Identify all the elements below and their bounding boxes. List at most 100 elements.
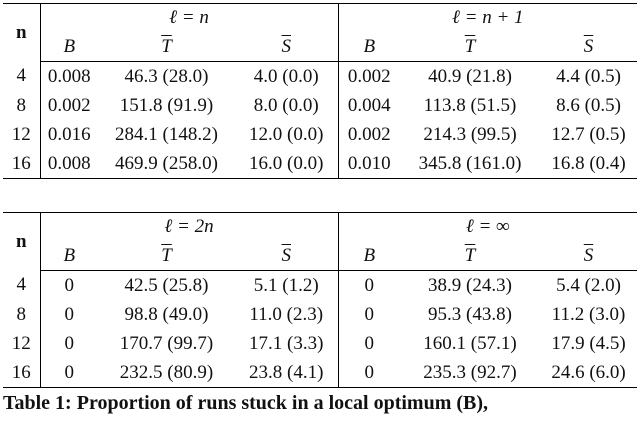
cell: 469.9 (258.0) xyxy=(98,149,235,179)
cell: 160.1 (57.1) xyxy=(423,332,517,354)
cell: 0 xyxy=(338,358,400,388)
cell: 4 xyxy=(3,61,41,91)
column-symbol: B xyxy=(63,244,76,266)
cell: 11.0 (2.3) xyxy=(235,300,339,329)
cell: 0.008 xyxy=(40,149,98,179)
group-header: ℓ = 2n xyxy=(40,212,339,241)
data-row: 16 0 232.5 (80.9) 23.8 (4.1) 0 235.3 (92.7) 24… xyxy=(3,358,638,388)
data-row: 8 0 98.8 (49.0) 11.0 (2.3) 0 95.3 (43.8) 11.2 … xyxy=(3,300,637,329)
column-symbol: B xyxy=(363,35,376,57)
cell: 12 xyxy=(3,329,41,358)
cell: 0 xyxy=(364,332,375,354)
column-symbol: S xyxy=(583,244,594,266)
column-symbol: B xyxy=(363,244,376,266)
column-header: T xyxy=(98,32,235,62)
cell: 16 xyxy=(3,149,41,179)
cell: 0 xyxy=(40,358,98,388)
data-row: 4 0 42.5 (25.8) 5.1 (1.2) 0 38.9 (24.3) 5.4 (2… xyxy=(3,270,637,300)
data-row: 16 0.008 469.9 (258.0) 16.0 (0.0) 0.010 345.8… xyxy=(3,149,638,179)
column-header: T xyxy=(98,241,235,271)
cell: 16.8 (0.4) xyxy=(540,149,638,179)
cell: 17.1 (3.3) xyxy=(235,329,339,358)
column-header: n xyxy=(3,3,41,62)
cell: 42.5 (25.8) xyxy=(124,274,209,296)
cell: 0 xyxy=(364,303,375,325)
group-header: ℓ = ∞ xyxy=(338,212,638,241)
cell: 0 xyxy=(64,274,75,296)
column-symbol: T xyxy=(464,35,476,57)
column-header: S xyxy=(540,32,638,62)
cell: 214.3 (99.5) xyxy=(423,123,517,145)
cell: 5.4 (2.0) xyxy=(556,274,621,296)
cell: 23.8 (4.1) xyxy=(235,358,339,388)
group-header: ℓ = n xyxy=(40,3,339,32)
table-body: 4 0.008 46.3 (28.0) 4.0 (0.0) 0.002 40.9 (21.… xyxy=(3,61,638,179)
column-header: T xyxy=(400,32,541,62)
cell: 0.010 xyxy=(338,149,401,179)
column-header: B xyxy=(338,32,401,62)
column-symbol: T xyxy=(161,35,172,57)
data-row: 12 0.016 284.1 (148.2) 12.0 (0.0) 0.002 214.3… xyxy=(3,120,637,149)
cell: 12 xyxy=(3,120,41,149)
cell: 12.7 (0.5) xyxy=(551,123,626,145)
cell: 8 xyxy=(3,300,41,329)
cell: 98.8 (49.0) xyxy=(124,303,209,325)
column-symbol: B xyxy=(63,35,76,57)
column-header: B xyxy=(40,241,98,271)
data-row: 4 0.008 46.3 (28.0) 4.0 (0.0) 0.002 40.9 (21.… xyxy=(3,61,637,91)
cell: 0.008 xyxy=(47,65,91,87)
column-symbol: S xyxy=(281,244,292,266)
column-header: S xyxy=(540,241,638,271)
column-symbol: T xyxy=(464,244,476,266)
cell: 16 xyxy=(3,358,41,388)
cell: 4.4 (0.5) xyxy=(556,65,621,87)
column-symbol: S xyxy=(281,35,292,57)
cell: 0 xyxy=(64,332,75,354)
cell: 12.0 (0.0) xyxy=(235,120,339,149)
cell: 0.004 xyxy=(347,94,391,116)
column-symbol: S xyxy=(583,35,594,57)
caption: Table 1: Proportion of runs stuck in a l… xyxy=(3,392,489,414)
column-header: n xyxy=(3,212,41,271)
column-header: B xyxy=(40,32,98,62)
cell: 8 xyxy=(3,91,41,120)
cell: 0.002 xyxy=(47,94,91,116)
table-body: 4 0 42.5 (25.8) 5.1 (1.2) 0 38.9 (24.3) 5.4 (2… xyxy=(3,270,638,388)
cell: 0 xyxy=(64,303,75,325)
column-header: S xyxy=(235,32,339,62)
cell: 17.9 (4.5) xyxy=(551,332,626,354)
column-symbol: T xyxy=(161,244,172,266)
cell: 170.7 (99.7) xyxy=(119,332,214,354)
column-header: B xyxy=(338,241,400,271)
cell: 8.6 (0.5) xyxy=(556,94,621,116)
cell: 4 xyxy=(3,270,41,300)
cell: 95.3 (43.8) xyxy=(428,303,512,325)
cell: 24.6 (6.0) xyxy=(540,358,638,388)
cell: 46.3 (28.0) xyxy=(124,65,209,87)
cell: 113.8 (51.5) xyxy=(423,94,517,116)
cell: 40.9 (21.8) xyxy=(428,65,512,87)
column-header: T xyxy=(400,241,540,271)
cell: 0.016 xyxy=(47,123,91,145)
cell: 0.002 xyxy=(347,123,391,145)
cell: 151.8 (91.9) xyxy=(119,94,214,116)
cell: 38.9 (24.3) xyxy=(428,274,512,296)
cell: 235.3 (92.7) xyxy=(400,358,540,388)
cell: 345.8 (161.0) xyxy=(400,149,541,179)
data-row: 12 0 170.7 (99.7) 17.1 (3.3) 0 160.1 (57.1) 17… xyxy=(3,329,637,358)
data-row: 8 0.002 151.8 (91.9) 8.0 (0.0) 0.004 113.8 (5… xyxy=(3,91,637,120)
cell: 11.2 (3.0) xyxy=(551,303,626,325)
cell: 0 xyxy=(364,274,375,296)
cell: 16.0 (0.0) xyxy=(235,149,339,179)
group-header: ℓ = n + 1 xyxy=(338,3,638,32)
column-header: S xyxy=(235,241,339,271)
cell: 284.1 (148.2) xyxy=(115,123,218,145)
